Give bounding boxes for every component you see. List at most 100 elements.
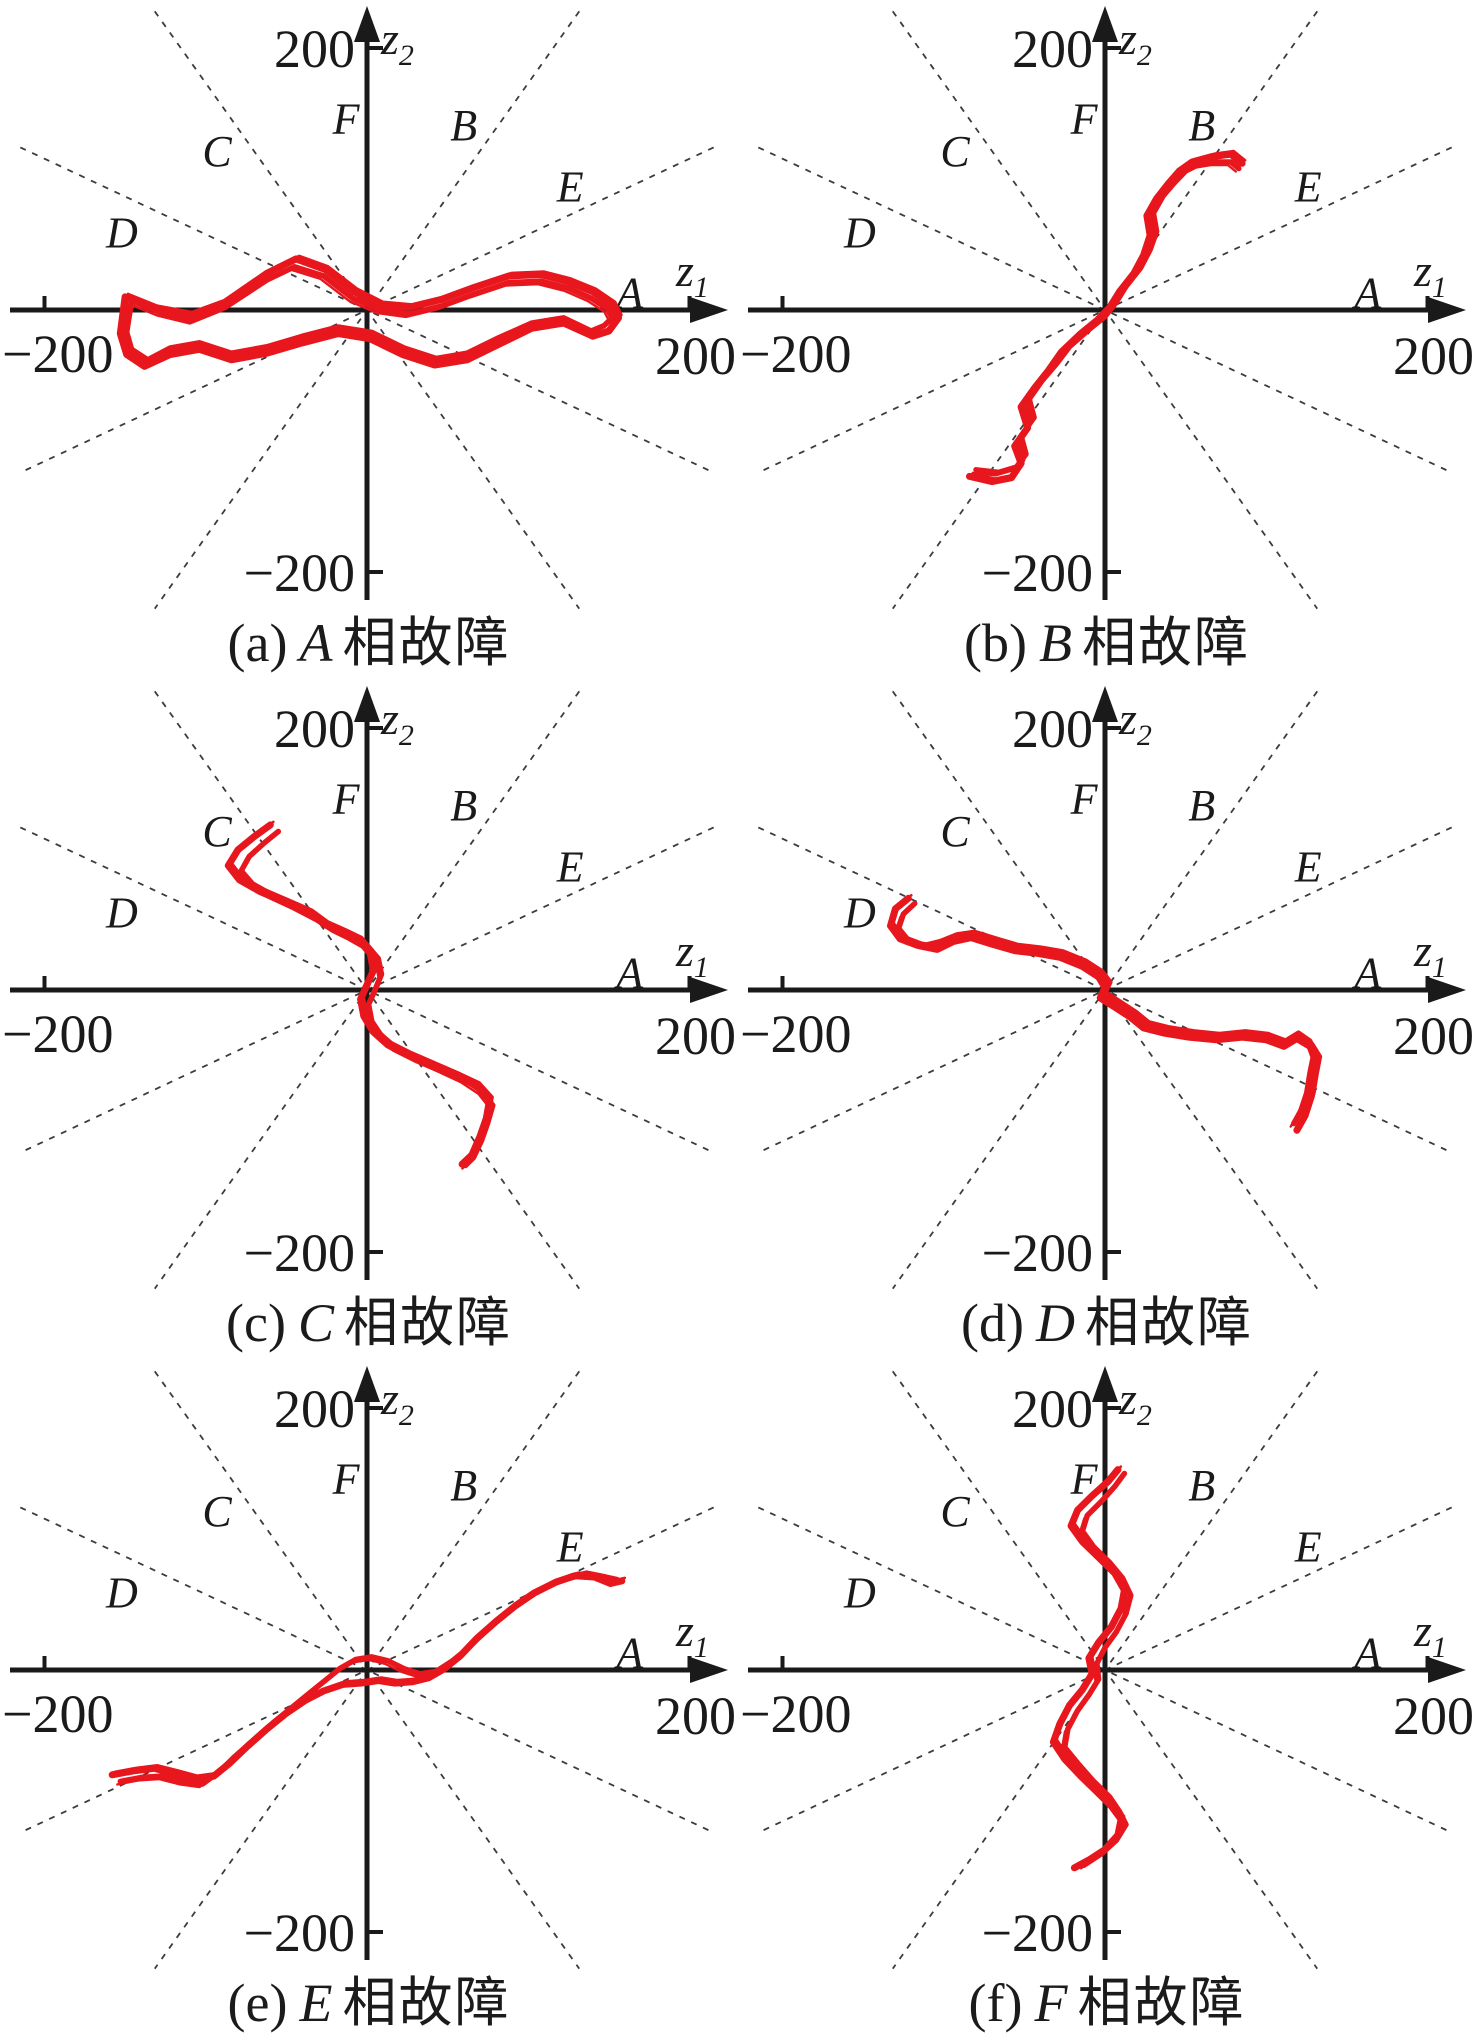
plot-svg-e: 200 −200 −200 200 z2 z1 A B C D E F [2, 1366, 736, 1970]
sector-label-F: F [1070, 774, 1099, 823]
y-axis-arrow [1092, 6, 1118, 42]
y-axis-label: z2 [380, 13, 414, 72]
y-axis-arrow [1092, 1366, 1118, 1402]
sector-label-B: B [450, 781, 477, 830]
caption-index: (a) [227, 613, 288, 673]
caption-fault-letter: A [299, 613, 333, 673]
panel-caption-c: (c) C 相故障 [0, 1292, 738, 1360]
panel-d: 200 −200 −200 200 z2 z1 A B C D E F (d) D 相故障 [738, 680, 1476, 1360]
sector-label-E: E [556, 1523, 584, 1572]
trajectory-path-echo [122, 268, 611, 364]
y-axis-arrow [354, 686, 380, 722]
sector-label-D: D [105, 888, 138, 937]
sector-label-E: E [1294, 1523, 1322, 1572]
sector-label-E: E [1294, 843, 1322, 892]
sector-label-F: F [332, 94, 361, 143]
sector-label-D: D [843, 1568, 876, 1617]
x-axis-label: z1 [675, 925, 709, 984]
trajectory-path-echo [122, 254, 623, 365]
sector-label-C: C [202, 807, 232, 856]
panel-e: 200 −200 −200 200 z2 z1 A B C D E F (e) E 相故障 [0, 1360, 738, 2040]
plot-area-f: 200 −200 −200 200 z2 z1 A B C D E F [738, 1360, 1476, 1972]
y-min-tick-label: −200 [982, 543, 1093, 603]
plot-svg-c: 200 −200 −200 200 z2 z1 A B C D E F [2, 686, 736, 1290]
x-max-tick-label: 200 [1393, 326, 1474, 386]
sector-label-F: F [332, 774, 361, 823]
caption-fault-letter: E [299, 1973, 333, 2033]
panel-a: 200 −200 −200 200 z2 z1 A B C D E F (a) A 相故障 [0, 0, 738, 680]
caption-fault-letter: C [297, 1293, 334, 1353]
y-min-tick-label: −200 [244, 1223, 355, 1283]
sector-label-A: A [1351, 269, 1382, 318]
x-axis-arrow [690, 977, 728, 1003]
caption-index: (c) [226, 1293, 286, 1353]
trajectory-path-strand [238, 828, 496, 1169]
sector-label-B: B [1188, 781, 1215, 830]
y-min-tick-label: −200 [982, 1223, 1093, 1283]
sector-label-A: A [1351, 949, 1382, 998]
x-min-tick-label: −200 [740, 1004, 851, 1064]
y-axis-arrow [354, 6, 380, 42]
trajectory-path-echo [1060, 1475, 1129, 1870]
caption-fault-letter: B [1038, 613, 1072, 673]
y-max-tick-label: 200 [1012, 1379, 1093, 1439]
caption-text: 相故障 [342, 1973, 511, 2033]
plot-area-b: 200 −200 −200 200 z2 z1 A B C D E F [738, 0, 1476, 612]
sector-label-E: E [556, 843, 584, 892]
panel-caption-b: (b) B 相故障 [738, 612, 1476, 680]
x-axis-label: z1 [675, 245, 709, 304]
x-axis-label: z1 [1413, 1605, 1447, 1664]
x-axis-arrow [690, 297, 728, 323]
caption-fault-letter: D [1035, 1293, 1075, 1353]
y-min-tick-label: −200 [982, 1903, 1093, 1963]
panel-caption-f: (f) F 相故障 [738, 1972, 1476, 2040]
sector-label-C: C [940, 1487, 970, 1536]
trajectory-path-echo [971, 163, 1237, 477]
sector-label-D: D [843, 888, 876, 937]
caption-text: 相故障 [343, 1293, 512, 1353]
x-max-tick-label: 200 [1393, 1686, 1474, 1746]
caption-index: (e) [227, 1973, 288, 2033]
x-max-tick-label: 200 [655, 326, 736, 386]
sector-label-C: C [940, 127, 970, 176]
sector-label-A: A [1351, 1629, 1382, 1678]
x-max-tick-label: 200 [655, 1686, 736, 1746]
trajectory-path-strand [1061, 1470, 1134, 1868]
plot-svg-d: 200 −200 −200 200 z2 z1 A B C D E F [740, 686, 1474, 1290]
plot-area-d: 200 −200 −200 200 z2 z1 A B C D E F [738, 680, 1476, 1292]
x-axis-label: z1 [675, 1605, 709, 1664]
y-max-tick-label: 200 [274, 1379, 355, 1439]
trajectory-path-echo [116, 1574, 616, 1789]
y-min-tick-label: −200 [244, 543, 355, 603]
y-max-tick-label: 200 [274, 699, 355, 759]
x-axis-label: z1 [1413, 245, 1447, 304]
sector-label-F: F [332, 1454, 361, 1503]
x-min-tick-label: −200 [2, 1004, 113, 1064]
sector-label-A: A [613, 949, 644, 998]
x-axis-arrow [1428, 977, 1466, 1003]
sector-label-C: C [202, 1487, 232, 1536]
trajectory-path-echo [236, 833, 491, 1170]
y-min-tick-label: −200 [244, 1903, 355, 1963]
y-axis-arrow [1092, 686, 1118, 722]
trajectory-path-main [116, 255, 622, 370]
plot-area-a: 200 −200 −200 200 z2 z1 A B C D E F [0, 0, 738, 612]
caption-text: 相故障 [1081, 613, 1250, 673]
y-axis-label: z2 [380, 1373, 414, 1432]
y-axis-label: z2 [1118, 693, 1152, 752]
y-axis-arrow [354, 1366, 380, 1402]
panel-f: 200 −200 −200 200 z2 z1 A B C D E F (f) F 相故障 [738, 1360, 1476, 2040]
trajectory-path-strand [895, 900, 1318, 1127]
y-axis-label: z2 [1118, 13, 1152, 72]
plot-area-c: 200 −200 −200 200 z2 z1 A B C D E F [0, 680, 738, 1292]
x-min-tick-label: −200 [740, 1684, 851, 1744]
sector-label-B: B [450, 101, 477, 150]
x-axis-arrow [690, 1657, 728, 1683]
y-max-tick-label: 200 [274, 19, 355, 79]
caption-text: 相故障 [342, 613, 511, 673]
panel-b: 200 −200 −200 200 z2 z1 A B C D E F (b) B 相故障 [738, 0, 1476, 680]
plot-svg-b: 200 −200 −200 200 z2 z1 A B C D E F [740, 6, 1474, 610]
sector-label-E: E [1294, 163, 1322, 212]
